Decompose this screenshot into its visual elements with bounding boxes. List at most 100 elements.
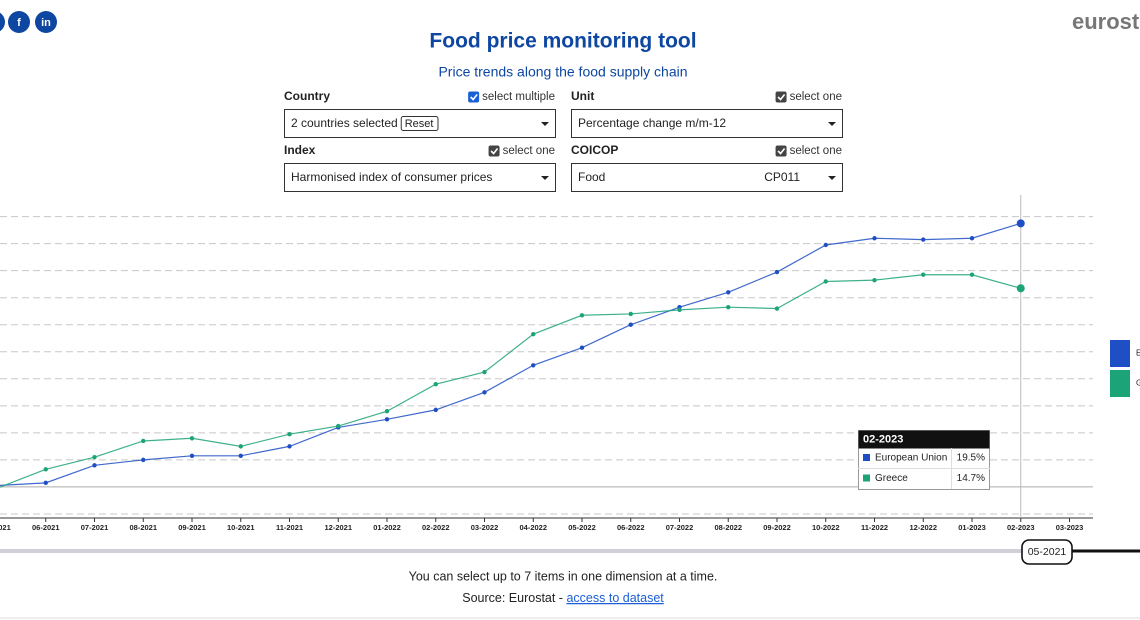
select-box[interactable]: [571, 163, 843, 192]
mode-checkbox[interactable]: [775, 145, 787, 157]
social-icon[interactable]: [35, 11, 57, 33]
select-value: Percentage change m/m-12: [578, 116, 726, 130]
tooltip-swatch: [863, 474, 870, 482]
data-point[interactable]: [579, 313, 585, 318]
reset-button[interactable]: [400, 116, 439, 131]
x-tick-label: 06-2021: [32, 523, 60, 532]
series-line: [0, 274, 1021, 488]
data-point[interactable]: [43, 467, 48, 472]
data-point[interactable]: [872, 277, 877, 283]
data-point[interactable]: [726, 304, 731, 310]
coicop-code: CP011: [764, 170, 800, 184]
data-point[interactable]: [531, 363, 536, 368]
select-box[interactable]: [284, 163, 556, 192]
filter-label: COICOP: [571, 143, 618, 157]
data-point[interactable]: [384, 409, 390, 414]
source-text: Source: Eurostat -: [462, 591, 563, 605]
data-point[interactable]: [238, 444, 243, 449]
data-point[interactable]: [823, 242, 828, 248]
data-point[interactable]: [141, 438, 146, 444]
data-point[interactable]: [628, 311, 633, 317]
data-point[interactable]: [872, 236, 877, 241]
social-icon[interactable]: [0, 11, 5, 33]
data-point[interactable]: [141, 457, 146, 463]
tooltip-swatch: [863, 454, 870, 461]
x-tick-label: 12-2021: [324, 523, 352, 532]
social-icon[interactable]: [8, 11, 30, 33]
data-point[interactable]: [433, 407, 438, 413]
data-point[interactable]: [433, 382, 438, 387]
data-point[interactable]: [482, 369, 487, 375]
filter-mode: select one: [790, 91, 842, 103]
filter-mode: select one: [790, 145, 842, 157]
data-point[interactable]: [628, 322, 633, 327]
filter-label: Unit: [571, 89, 594, 103]
legend-label: Greece: [1136, 379, 1140, 388]
checkmark: [777, 148, 786, 155]
series-line: [0, 222, 1021, 486]
data-point[interactable]: [482, 390, 487, 395]
select-value: 2 countries selected: [291, 116, 398, 130]
select-box[interactable]: [571, 109, 843, 138]
mode-checkbox[interactable]: [468, 91, 480, 103]
data-point[interactable]: [921, 272, 926, 277]
data-point[interactable]: [189, 436, 195, 441]
x-tick-label: 03-2023: [1056, 523, 1084, 532]
data-point[interactable]: [969, 272, 975, 277]
filter-label: Country: [284, 89, 330, 103]
data-point[interactable]: [287, 432, 292, 437]
data-point[interactable]: [774, 269, 780, 275]
data-point[interactable]: [189, 453, 195, 459]
tooltip-title: 02-2023: [863, 433, 903, 445]
logo: eurostat: [1072, 9, 1140, 34]
mode-checkbox[interactable]: [488, 145, 500, 157]
page-title: Food price monitoring tool: [429, 30, 696, 53]
legend-swatch[interactable]: [1110, 370, 1130, 397]
slider-handle[interactable]: [1021, 539, 1073, 565]
tooltip-value: 19.5%: [957, 453, 985, 464]
x-tick-label: 06-2022: [617, 523, 645, 532]
data-point[interactable]: [336, 423, 341, 429]
select-value: Harmonised index of consumer prices: [291, 170, 492, 184]
data-point[interactable]: [384, 417, 390, 422]
data-point[interactable]: [921, 237, 926, 242]
page-subtitle: Price trends along the food supply chain: [438, 64, 687, 80]
tooltip-series: European Union: [875, 453, 947, 464]
checkmark: [470, 94, 478, 101]
social-icon-label: in: [41, 17, 51, 29]
data-point[interactable]: [43, 480, 48, 486]
data-point[interactable]: [677, 307, 682, 313]
data-point[interactable]: [287, 444, 292, 449]
x-tick-label: 12-2022: [909, 523, 937, 532]
x-tick-label: 08-2021: [129, 523, 157, 532]
select-box[interactable]: [284, 109, 556, 138]
slider-label: 05-2021: [1028, 546, 1067, 558]
data-point[interactable]: [1016, 284, 1025, 293]
filter-label: Index: [284, 143, 316, 157]
x-tick-label: 02-2023: [1007, 523, 1035, 532]
legend-swatch[interactable]: [1110, 340, 1130, 367]
data-point[interactable]: [1016, 219, 1025, 228]
data-point[interactable]: [238, 453, 243, 459]
data-point[interactable]: [726, 290, 731, 295]
select-caret: [541, 122, 549, 126]
data-point[interactable]: [774, 306, 780, 311]
checkmark: [777, 94, 786, 101]
data-point[interactable]: [92, 463, 97, 468]
data-point[interactable]: [579, 345, 585, 350]
mode-checkbox[interactable]: [775, 91, 787, 103]
data-point[interactable]: [531, 332, 536, 337]
footer-note: You can select up to 7 items in one dime…: [409, 569, 718, 583]
select-value: Food: [578, 170, 605, 184]
data-point[interactable]: [969, 236, 975, 241]
x-tick-label: 03-2022: [471, 523, 499, 532]
data-point[interactable]: [92, 454, 97, 460]
dataset-link[interactable]: access to dataset: [566, 591, 664, 605]
x-tick-label: 01-2023: [958, 523, 986, 532]
reset-button-label: Reset: [405, 118, 434, 130]
filter-mode: select one: [503, 145, 555, 157]
data-point[interactable]: [823, 279, 828, 284]
x-tick-label: 09-2021: [178, 523, 206, 532]
legend-label: European Union: [1136, 349, 1140, 358]
